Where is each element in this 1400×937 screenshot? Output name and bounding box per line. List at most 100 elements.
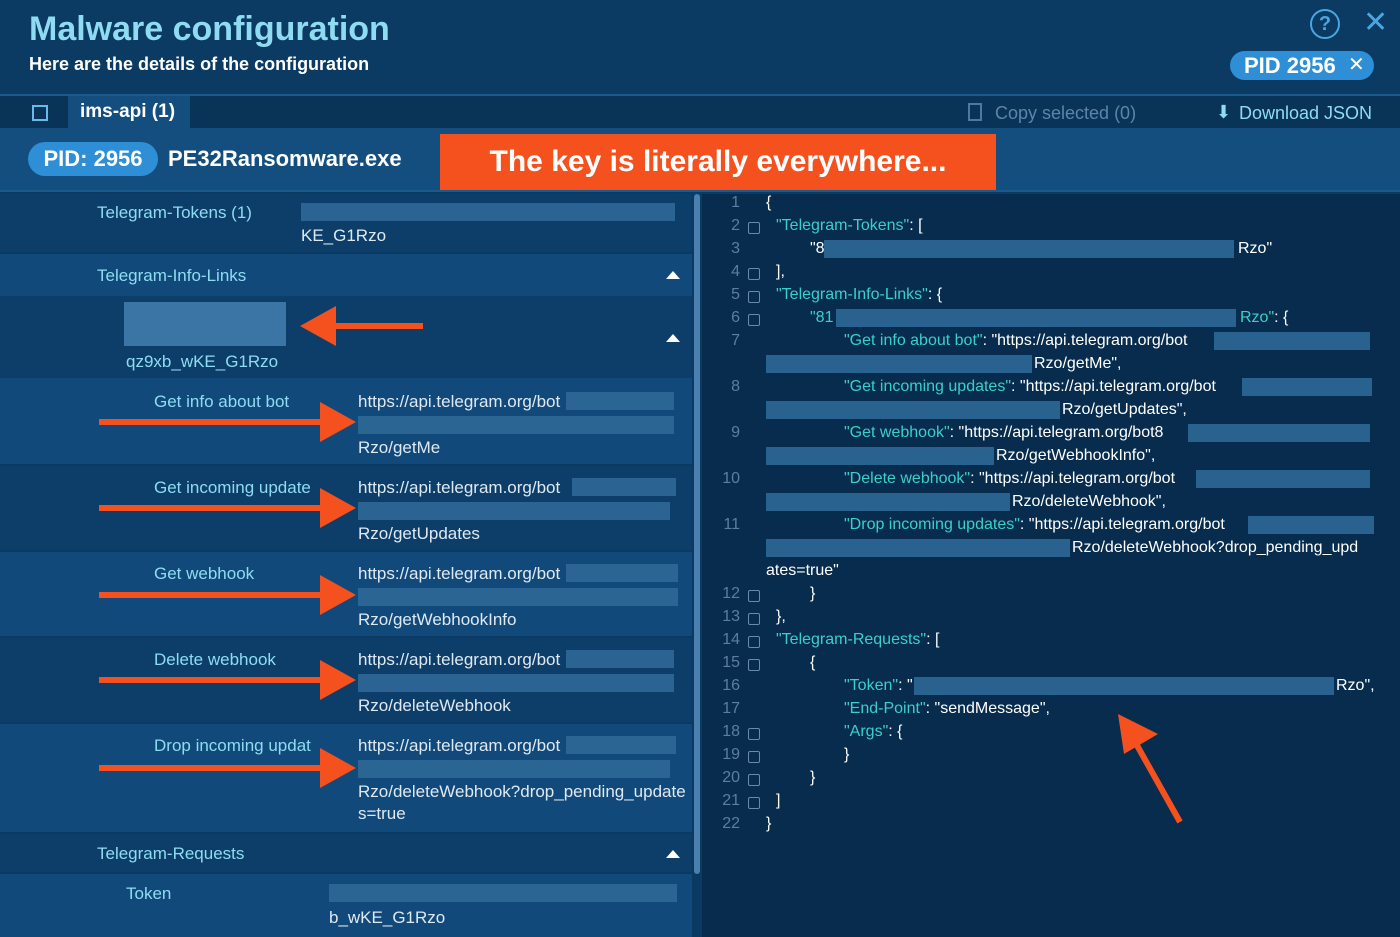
fold-toggle-icon[interactable] — [748, 590, 760, 602]
collapse-caret-icon[interactable] — [666, 850, 680, 858]
code-line-6-tail: Rzo": { — [1240, 309, 1288, 327]
tree-row-requests[interactable]: Telegram-Requests — [0, 834, 692, 872]
item-url: https://api.telegram.org/bot — [358, 392, 561, 411]
json-punct: : [ — [926, 631, 940, 648]
fold-toggle-icon[interactable] — [748, 222, 760, 234]
config-tree-panel: Telegram-Tokens (1) KE_G1Rzo Telegram-In… — [0, 194, 700, 937]
line-number: 11 — [723, 516, 740, 533]
item-url: https://api.telegram.org/bot — [358, 564, 561, 583]
json-value: "8 — [810, 240, 825, 257]
redacted-block — [301, 203, 675, 221]
scrollbar[interactable] — [694, 194, 700, 874]
pid-badge-label: PID 2956 — [1244, 53, 1336, 78]
code-line-19: } — [844, 746, 850, 763]
redacted-block — [566, 736, 676, 754]
annotation-arrow — [99, 677, 325, 683]
json-punct: : [ — [909, 217, 923, 234]
line-number: 3 — [731, 240, 740, 257]
json-punct: : { — [1274, 309, 1289, 326]
redacted-block — [1242, 378, 1372, 396]
tab-ims-api[interactable]: ims-api (1) — [68, 96, 190, 130]
code-line-14: "Telegram-Requests": [ — [776, 631, 939, 649]
line-gutter: 1 2 3 4 5 6 7 8 9 10 11 12 13 14 15 16 1… — [702, 194, 754, 937]
code-line-11b: Rzo/deleteWebhook?drop_pending_upd — [1072, 539, 1359, 556]
code-line-11c: ates=true" — [766, 562, 839, 579]
code-line-6: "81 — [810, 309, 833, 327]
redacted-block — [766, 401, 1060, 419]
download-json-button[interactable]: Download JSON — [1239, 103, 1373, 123]
line-number: 16 — [722, 677, 740, 694]
dialog-header: Malware configuration Here are the detai… — [0, 0, 1400, 94]
redacted-block — [566, 392, 674, 410]
item-key: Drop incoming updat — [154, 736, 311, 755]
redacted-block — [766, 355, 1032, 373]
redacted-block — [566, 650, 674, 668]
redacted-block — [572, 478, 676, 496]
json-key: "Telegram-Tokens" — [776, 217, 910, 234]
copy-selected-button[interactable]: Copy selected (0) — [995, 103, 1137, 123]
annotation-callout: The key is literally everywhere... — [440, 134, 996, 190]
fold-toggle-icon[interactable] — [748, 268, 760, 280]
tree-row-info-links[interactable]: Telegram-Info-Links — [0, 254, 692, 296]
code-line-1: { — [766, 194, 772, 211]
remove-filter-icon[interactable]: ✕ — [1348, 54, 1365, 76]
json-key: "Token" — [844, 677, 899, 694]
item-url-tail: Rzo/getMe — [358, 438, 441, 457]
tree-row-bot-id[interactable]: qz9xb_wKE_G1Rzo — [0, 296, 692, 378]
select-all-checkbox[interactable] — [32, 105, 48, 121]
redacted-block — [566, 564, 678, 582]
line-number: 7 — [731, 332, 740, 349]
annotation-arrow — [320, 748, 356, 788]
copy-icon[interactable] — [968, 103, 982, 121]
code-line-4: ], — [776, 263, 785, 280]
fold-toggle-icon[interactable] — [748, 314, 760, 326]
fold-toggle-icon[interactable] — [748, 613, 760, 625]
annotation-arrow — [99, 505, 325, 511]
json-key: "81 — [810, 309, 834, 326]
help-icon[interactable]: ? — [1310, 9, 1340, 39]
json-value: : "sendMessage", — [925, 700, 1050, 717]
code-line-17: "End-Point": "sendMessage", — [844, 700, 1050, 718]
code-line-10b: Rzo/deleteWebhook", — [1012, 493, 1166, 510]
tree-row-token[interactable]: Token b_wKE_G1Rzo — [0, 874, 692, 937]
collapse-caret-icon[interactable] — [666, 271, 680, 279]
collapse-caret-icon[interactable] — [666, 334, 680, 342]
redacted-block — [766, 493, 1010, 511]
json-key: Rzo" — [1240, 309, 1275, 326]
item-url-tail-2: s=true — [358, 804, 406, 823]
close-icon[interactable]: ✕ — [1363, 6, 1389, 39]
fold-toggle-icon[interactable] — [748, 728, 760, 740]
code-line-20: } — [810, 769, 816, 786]
annotation-arrow — [320, 660, 356, 700]
line-number: 10 — [722, 470, 740, 487]
fold-toggle-icon[interactable] — [748, 659, 760, 671]
annotation-arrow — [320, 488, 356, 528]
code-line-5: "Telegram-Info-Links": { — [776, 286, 942, 304]
line-number: 8 — [731, 378, 740, 395]
fold-toggle-icon[interactable] — [748, 774, 760, 786]
tokens-key: Telegram-Tokens (1) — [97, 203, 252, 222]
code-line-13: }, — [776, 608, 786, 625]
json-key: "Get incoming updates" — [844, 378, 1012, 395]
bot-id-value: qz9xb_wKE_G1Rzo — [126, 352, 279, 371]
download-icon[interactable]: ⬇ — [1216, 102, 1232, 122]
redacted-block — [836, 309, 1236, 327]
annotation-arrow — [99, 765, 325, 771]
line-number: 9 — [731, 424, 740, 441]
token-value: b_wKE_G1Rzo — [329, 908, 446, 927]
code-line-21: ] — [776, 792, 781, 809]
line-number: 15 — [722, 654, 740, 671]
fold-toggle-icon[interactable] — [748, 797, 760, 809]
line-number: 17 — [722, 700, 740, 717]
pid-filter-badge[interactable]: PID 2956 ✕ — [1230, 51, 1374, 80]
line-number: 6 — [731, 309, 740, 326]
fold-toggle-icon[interactable] — [748, 291, 760, 303]
fold-toggle-icon[interactable] — [748, 751, 760, 763]
tree-row-telegram-tokens[interactable]: Telegram-Tokens (1) KE_G1Rzo — [0, 194, 692, 252]
token-key: Token — [126, 884, 172, 903]
item-key: Get webhook — [154, 564, 255, 583]
fold-toggle-icon[interactable] — [748, 636, 760, 648]
redacted-block — [124, 302, 286, 346]
requests-key: Telegram-Requests — [97, 844, 245, 863]
json-punct: : { — [927, 286, 943, 303]
